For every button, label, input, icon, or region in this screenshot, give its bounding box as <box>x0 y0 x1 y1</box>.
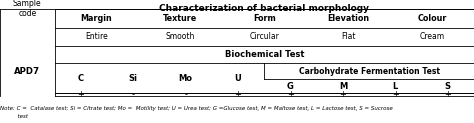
Text: Note: C =  Catalase test; Si = Citrate test; Mo =  Motility test; U = Urea test;: Note: C = Catalase test; Si = Citrate te… <box>0 106 393 111</box>
Text: M: M <box>339 82 347 91</box>
Text: Texture: Texture <box>163 14 198 23</box>
Text: Elevation: Elevation <box>327 14 369 23</box>
Text: -: - <box>132 90 135 99</box>
Text: -: - <box>184 90 187 99</box>
Text: +: + <box>235 90 241 99</box>
Text: test: test <box>0 114 28 119</box>
Text: Entire: Entire <box>85 32 108 41</box>
Text: Sample
code: Sample code <box>13 0 42 18</box>
Text: S: S <box>445 82 451 91</box>
Text: Circular: Circular <box>249 32 279 41</box>
Text: +: + <box>77 90 84 99</box>
Text: L: L <box>393 82 398 91</box>
Text: Smooth: Smooth <box>166 32 195 41</box>
Text: APD7: APD7 <box>14 67 40 76</box>
Text: Form: Form <box>253 14 275 23</box>
Text: G: G <box>287 82 294 91</box>
Text: C: C <box>78 74 84 83</box>
Text: +: + <box>444 90 451 99</box>
Text: Flat: Flat <box>341 32 356 41</box>
Text: Mo: Mo <box>179 74 192 83</box>
Text: U: U <box>235 74 241 83</box>
Text: Cream: Cream <box>419 32 445 41</box>
Text: Characterization of bacterial morphology: Characterization of bacterial morphology <box>159 4 369 13</box>
Text: Margin: Margin <box>81 14 112 23</box>
Text: +: + <box>392 90 399 99</box>
Text: Carbohydrate Fermentation Test: Carbohydrate Fermentation Test <box>299 67 439 76</box>
Text: +: + <box>287 90 294 99</box>
Text: Colour: Colour <box>418 14 447 23</box>
Text: +: + <box>339 90 346 99</box>
Text: Si: Si <box>128 74 137 83</box>
Text: Biochemical Test: Biochemical Test <box>225 50 304 59</box>
